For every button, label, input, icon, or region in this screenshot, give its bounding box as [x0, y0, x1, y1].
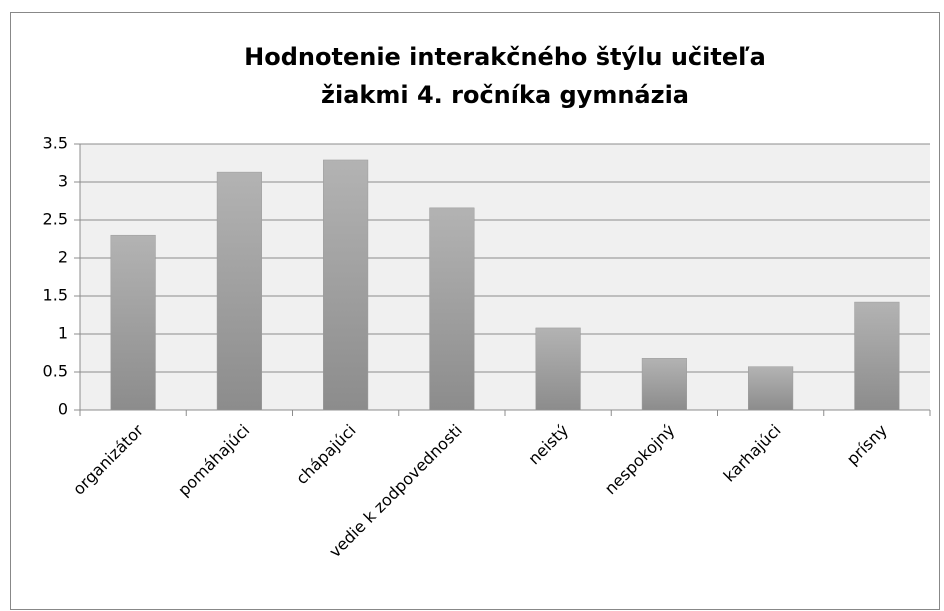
- y-tick-label: 2: [58, 248, 68, 267]
- chart-title: Hodnotenie interakčného štýlu učiteľa: [244, 43, 766, 71]
- y-tick-label: 0.5: [43, 362, 68, 381]
- chart-title: žiakmi 4. ročníka gymnázia: [321, 81, 689, 109]
- y-tick-label: 1.5: [43, 286, 68, 305]
- bar: [641, 358, 687, 411]
- y-tick-label: 1: [58, 324, 68, 343]
- y-tick-label: 2.5: [43, 210, 68, 229]
- bar: [429, 207, 475, 411]
- bar: [854, 301, 900, 411]
- y-tick-label: 0: [58, 400, 68, 419]
- bar: [323, 159, 369, 411]
- y-tick-label: 3: [58, 172, 68, 191]
- bar: [748, 366, 794, 411]
- bar: [535, 327, 581, 411]
- bar: [110, 234, 156, 411]
- bar: [216, 171, 262, 411]
- plot-area: [80, 144, 930, 410]
- y-tick-label: 3.5: [43, 134, 68, 153]
